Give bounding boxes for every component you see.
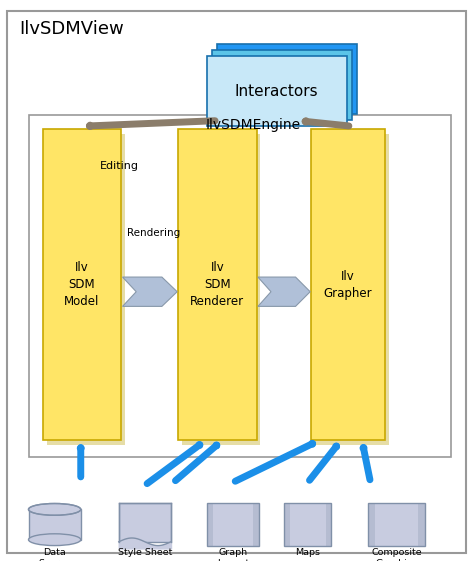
Text: Style Sheet: Style Sheet — [118, 549, 172, 558]
Bar — [207, 504, 259, 545]
Bar — [326, 504, 332, 545]
Bar — [217, 44, 357, 114]
Polygon shape — [258, 277, 310, 306]
Bar — [47, 134, 125, 445]
Bar — [253, 504, 259, 545]
Text: Data
Source: Data Source — [38, 549, 71, 561]
Bar — [368, 504, 426, 545]
Bar — [182, 134, 260, 445]
Bar — [284, 504, 332, 545]
Bar — [28, 509, 81, 540]
Text: Ilv
Grapher: Ilv Grapher — [323, 270, 372, 300]
Bar — [43, 129, 121, 440]
Text: Composite
Graphics: Composite Graphics — [371, 549, 422, 561]
Text: Graph
Layout: Graph Layout — [217, 549, 249, 561]
Text: Ilv
SDM
Model: Ilv SDM Model — [64, 261, 100, 308]
Bar — [28, 115, 451, 457]
Ellipse shape — [28, 534, 81, 545]
Text: Editing: Editing — [100, 161, 139, 171]
Bar — [178, 129, 256, 440]
Bar — [212, 50, 352, 120]
Bar — [311, 129, 385, 440]
Text: Rendering: Rendering — [127, 228, 180, 238]
Bar — [284, 504, 290, 545]
Text: IlvSDMEngine: IlvSDMEngine — [206, 118, 301, 132]
Bar — [418, 504, 426, 545]
Bar — [119, 504, 171, 542]
Polygon shape — [123, 277, 177, 306]
Bar — [315, 134, 389, 445]
Ellipse shape — [28, 504, 81, 515]
Text: IlvSDMView: IlvSDMView — [19, 20, 124, 38]
Text: Maps: Maps — [295, 549, 320, 558]
Text: Ilv
SDM
Renderer: Ilv SDM Renderer — [190, 261, 244, 308]
Text: Interactors: Interactors — [235, 84, 319, 99]
Bar — [207, 56, 347, 126]
Bar — [368, 504, 375, 545]
Bar — [207, 504, 213, 545]
